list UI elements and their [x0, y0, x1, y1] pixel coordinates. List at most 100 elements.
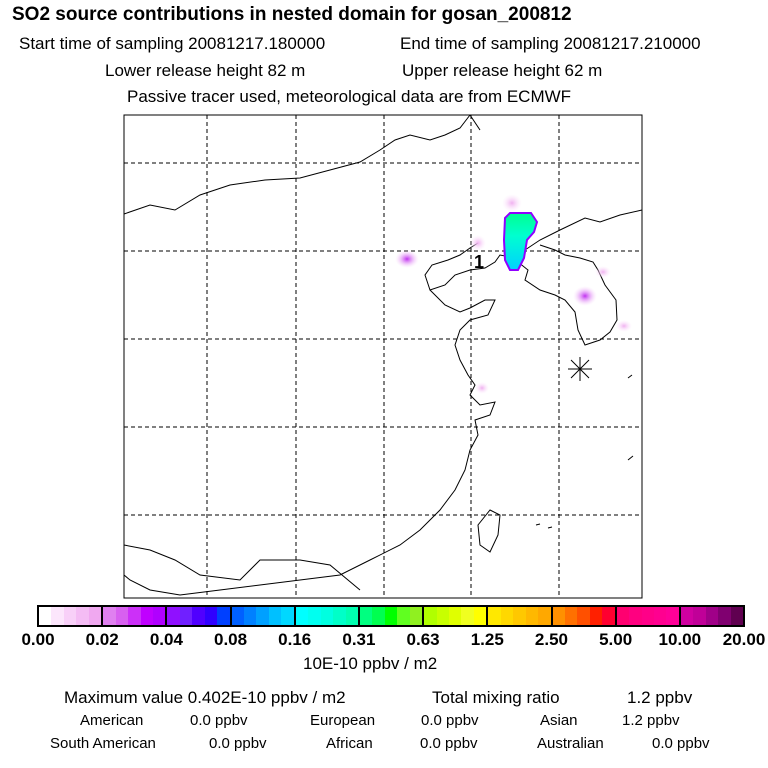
region-value: 0.0 ppbv	[421, 712, 479, 729]
colorbar-tick-label: 2.50	[534, 630, 568, 649]
region-value: 0.0 ppbv	[209, 735, 267, 752]
colorbar-tick-label: 0.31	[342, 630, 376, 649]
colorbar-swatch	[513, 607, 526, 625]
colorbar-swatch	[333, 607, 346, 625]
colorbar-segment	[680, 607, 744, 625]
region-label: European	[310, 712, 376, 729]
colorbar-swatch	[461, 607, 474, 625]
colorbar-swatch	[449, 607, 462, 625]
start-time: Start time of sampling 20081217.180000	[19, 34, 326, 53]
figure-title: SO2 source contributions in nested domai…	[12, 4, 572, 25]
colorbar-swatch	[204, 607, 218, 625]
upper-release-height: Upper release height 62 m	[402, 61, 603, 80]
colorbar-swatch	[231, 607, 244, 625]
colorbar-tick-label: 1.25	[470, 630, 504, 649]
colorbar-tick-label: 0.16	[278, 630, 312, 649]
colorbar-swatch	[525, 607, 539, 625]
coastlines	[123, 114, 643, 596]
colorbar-segment	[39, 607, 104, 625]
colorbar-swatch	[500, 607, 514, 625]
region-value: 0.0 ppbv	[420, 735, 478, 752]
colorbar-swatch	[693, 607, 706, 625]
colorbar-swatch	[76, 607, 89, 625]
colorbar-swatch	[281, 607, 294, 625]
colorbar-tick-label: 0.00	[21, 630, 55, 649]
colorbar-swatch	[217, 607, 230, 625]
lower-release-height: Lower release height 82 m	[105, 61, 306, 80]
colorbar-tick-label: 0.04	[149, 630, 183, 649]
colorbar-swatch	[436, 607, 449, 625]
colorbar-swatch	[295, 607, 309, 625]
region-label: Australian	[537, 735, 604, 752]
colorbar-swatch	[140, 607, 153, 625]
region-value: 0.0 ppbv	[190, 712, 248, 729]
colorbar-swatch	[488, 607, 501, 625]
asterisk-icon	[568, 357, 592, 381]
colorbar-swatch	[564, 607, 578, 625]
colorbar-swatch	[152, 607, 166, 625]
colorbar-tick-label: 0.08	[213, 630, 248, 649]
colorbar-segment	[616, 607, 681, 625]
colorbar-swatch	[473, 607, 487, 625]
colorbar-swatch	[359, 607, 373, 625]
colorbar-swatch	[718, 607, 731, 625]
colorbar-swatch	[372, 607, 385, 625]
region-label: Asian	[540, 712, 578, 729]
colorbar-swatch	[88, 607, 102, 625]
colorbar-swatch	[654, 607, 667, 625]
colorbar-segment	[167, 607, 232, 625]
colorbar-swatch	[629, 607, 642, 625]
tracer-note: Passive tracer used, meteorological data…	[127, 87, 572, 106]
source-label: 1	[474, 252, 484, 272]
colorbar-swatch	[641, 607, 654, 625]
colorbar-swatch	[167, 607, 180, 625]
colorbar-swatch	[552, 607, 565, 625]
colorbar-segment	[231, 607, 296, 625]
total-mixing-ratio-label: Total mixing ratio	[432, 688, 560, 707]
colorbar-swatch	[730, 607, 744, 625]
colorbar-swatch	[244, 607, 257, 625]
colorbar-swatch	[705, 607, 719, 625]
colorbar-swatch	[384, 607, 398, 625]
colorbar-swatch	[680, 607, 694, 625]
colorbar-swatch	[256, 607, 269, 625]
colorbar-segment	[488, 607, 553, 625]
colorbar-tick-label: 20.00	[722, 630, 766, 649]
colorbar-swatch	[115, 607, 129, 625]
region-label: American	[80, 712, 144, 729]
colorbar-swatch	[345, 607, 358, 625]
end-time: End time of sampling 20081217.210000	[400, 34, 701, 53]
colorbar-swatch	[424, 607, 437, 625]
colorbar-swatch	[103, 607, 116, 625]
colorbar-segment	[424, 607, 489, 625]
region-label: African	[326, 735, 373, 752]
colorbar-swatch	[577, 607, 590, 625]
region-value: 1.2 ppbv	[622, 712, 680, 729]
colorbar-swatch	[39, 607, 52, 625]
colorbar-swatch	[589, 607, 603, 625]
colorbar-swatch	[308, 607, 321, 625]
total-mixing-ratio-value: 1.2 ppbv	[627, 688, 693, 707]
map-frame	[123, 114, 643, 599]
colorbar-tick-label: 0.02	[85, 630, 119, 649]
region-label: South American	[50, 735, 156, 752]
colorbar-swatch	[128, 607, 141, 625]
colorbar-swatch	[666, 607, 679, 625]
colorbar-swatch	[616, 607, 630, 625]
concentration-plume	[395, 194, 632, 394]
colorbar-segment	[359, 607, 425, 625]
colorbar-segment	[552, 607, 617, 625]
colorbar-segment	[295, 607, 360, 625]
colorbar-swatch	[409, 607, 423, 625]
colorbar-tick-label: 0.63	[406, 630, 440, 649]
colorbar	[37, 605, 745, 627]
colorbar-tick-label: 10.00	[658, 630, 702, 649]
colorbar-swatch	[51, 607, 64, 625]
region-value: 0.0 ppbv	[652, 735, 710, 752]
maximum-value: Maximum value 0.402E-10 ppbv / m2	[64, 688, 346, 707]
colorbar-swatch	[179, 607, 193, 625]
colorbar-swatch	[192, 607, 205, 625]
colorbar-swatch	[602, 607, 615, 625]
